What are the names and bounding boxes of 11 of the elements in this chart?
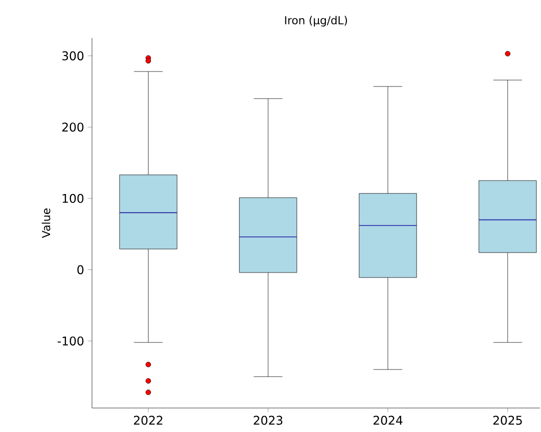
chart-title: Iron (µg/dL) [285,16,347,27]
y-tick-label: 100 [62,194,84,203]
y-tick-label: -100 [58,336,84,346]
x-tick-label: 2024 [374,416,402,425]
x-tick-label: 2022 [134,416,162,425]
y-axis-title: Value [42,208,50,238]
y-tick-label: 300 [62,51,84,60]
x-tick-label: 2023 [254,416,282,425]
x-tick-label: 2025 [493,416,522,425]
y-tick-label: 0 [77,265,84,274]
y-tick-label: 200 [62,122,84,132]
